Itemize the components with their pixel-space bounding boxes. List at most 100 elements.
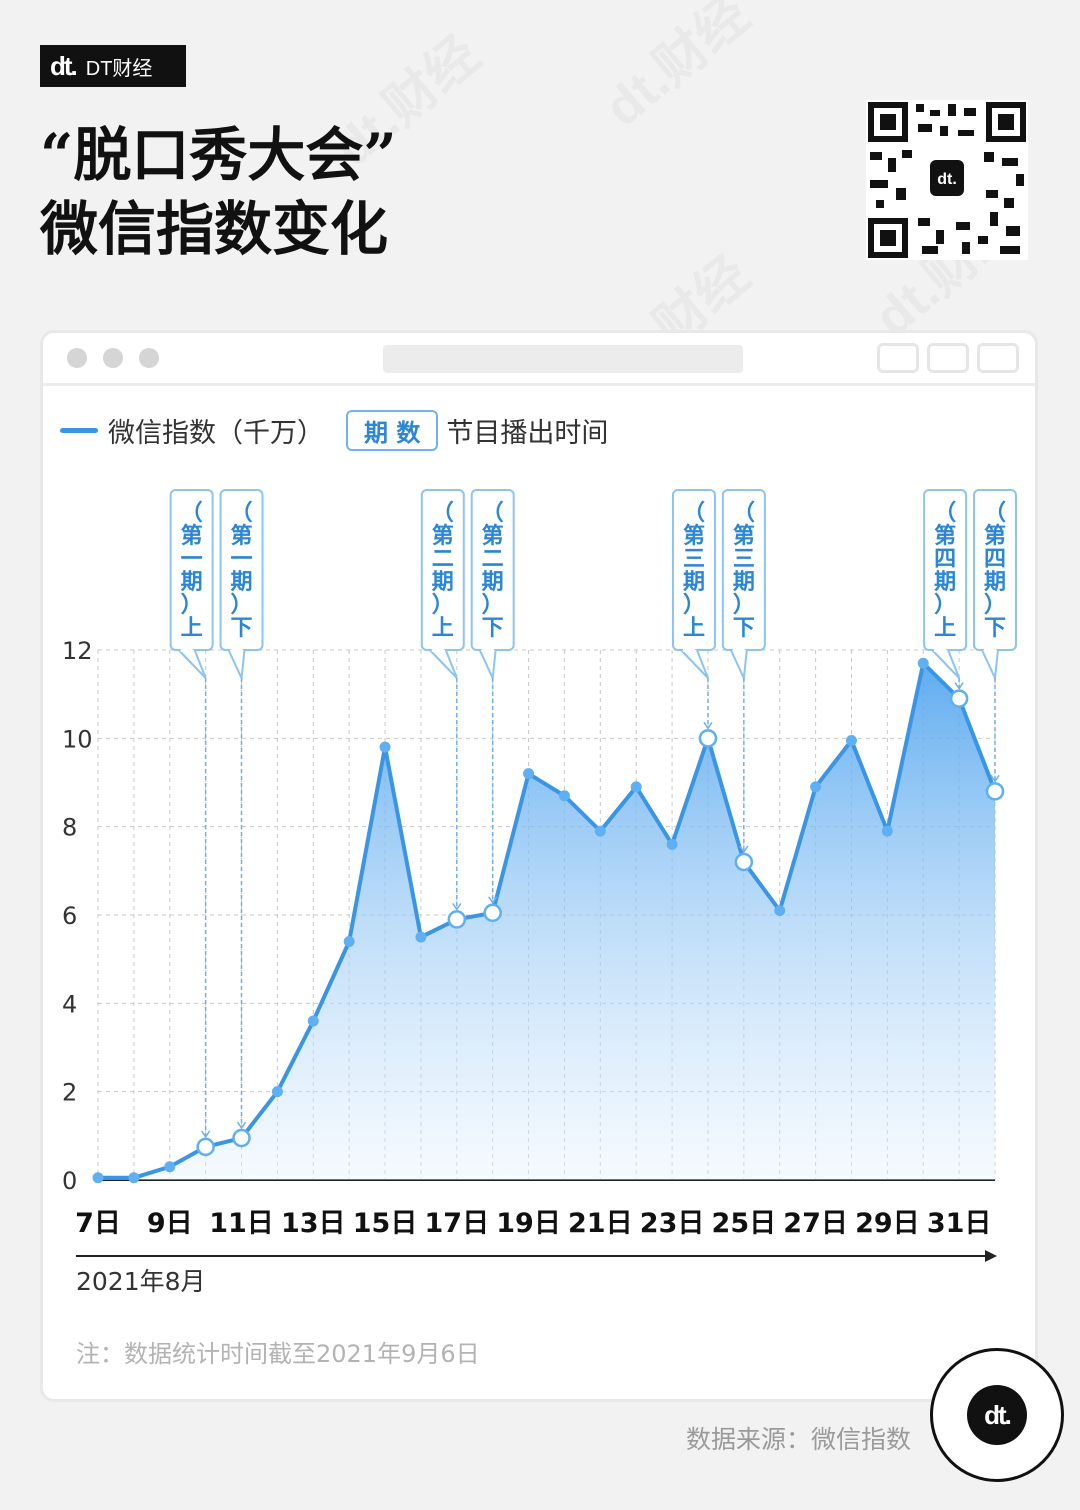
episode-callout-pointer xyxy=(227,649,246,682)
title-line-1: “脱口秀大会” xyxy=(40,121,397,189)
x-tick-label: 29日 xyxy=(855,1208,920,1239)
episode-callout-char: 上 xyxy=(181,616,203,641)
data-point xyxy=(307,1015,319,1027)
episode-guide-arrow xyxy=(954,682,964,690)
episode-callout-char: 三 xyxy=(733,547,755,572)
legend-episode-desc: 节目播出时间 xyxy=(446,418,609,449)
episode-callout-char: ） xyxy=(934,593,956,618)
episode-callout-char: ） xyxy=(231,593,253,618)
episode-callout-char: （ xyxy=(934,501,956,526)
footnote: 注：数据统计时间截至2021年9月6日 xyxy=(76,1340,480,1368)
y-tick-label: 10 xyxy=(62,725,93,753)
episode-callout-pointer xyxy=(478,649,497,682)
episode-callout-pointer xyxy=(981,649,999,682)
episode-callout: （第二期）下 xyxy=(470,489,515,905)
episode-callout-pointer xyxy=(680,649,709,679)
minimize-icon xyxy=(103,348,123,368)
data-point xyxy=(881,825,893,837)
episode-guide-arrow xyxy=(990,774,1000,783)
episode-point xyxy=(949,689,969,708)
series-area xyxy=(98,663,995,1180)
address-bar xyxy=(383,345,743,373)
episode-point xyxy=(196,1137,215,1157)
data-point xyxy=(128,1172,140,1184)
episode-callout: （第四期）上 xyxy=(923,489,968,690)
x-axis-title: 2021年8月 xyxy=(76,1267,206,1296)
record-icon xyxy=(877,343,919,373)
data-point xyxy=(558,790,570,802)
episode-callout: （第一期）上 xyxy=(169,489,214,1139)
episode-callout-char: 期 xyxy=(733,570,755,595)
episode-callout-char: 第 xyxy=(432,523,454,549)
data-point xyxy=(630,781,642,793)
episode-callout-gap xyxy=(230,648,243,652)
episode-callout-char: ） xyxy=(432,593,454,618)
badge-mark: dt. xyxy=(967,1385,1027,1445)
episode-callout-char: 四 xyxy=(984,547,1006,572)
data-point xyxy=(523,768,535,780)
episode-callout-gap xyxy=(682,648,695,652)
data-point xyxy=(666,838,678,850)
data-point xyxy=(774,905,786,917)
episode-callout-char: 二 xyxy=(432,547,454,572)
logo-mark: dt. xyxy=(50,50,78,81)
window-titlebar xyxy=(43,333,1035,386)
episode-callout-char: （ xyxy=(482,501,504,526)
x-tick-label: 23日 xyxy=(640,1208,705,1239)
episode-point xyxy=(232,1128,251,1148)
data-point xyxy=(164,1161,176,1173)
episode-callout-char: 期 xyxy=(482,570,504,595)
episode-callout-char: 期 xyxy=(683,570,705,595)
episode-point xyxy=(698,729,718,748)
episode-callout: （第四期）下 xyxy=(973,489,1017,783)
brand-badge: dt. xyxy=(930,1348,1064,1482)
logo-text: DT财经 xyxy=(85,57,153,80)
y-tick-label: 8 xyxy=(62,814,77,842)
episode-callout-char: ） xyxy=(733,593,755,618)
episode-callout-char: （ xyxy=(984,501,1006,526)
svg-text:dt.: dt. xyxy=(937,171,957,188)
episode-callout: （第三期）下 xyxy=(721,489,766,854)
episode-callout-char: 期 xyxy=(231,570,253,595)
episode-callout-char: 一 xyxy=(231,547,253,572)
x-tick-label: 9日 xyxy=(147,1208,193,1239)
x-tick-label: 13日 xyxy=(281,1208,346,1239)
data-point xyxy=(845,735,857,747)
episode-callout-char: 四 xyxy=(934,547,956,572)
episode-callout-gap xyxy=(984,648,996,652)
x-tick-label: 19日 xyxy=(496,1208,561,1239)
episode-callout-char: 第 xyxy=(231,523,253,549)
data-point xyxy=(271,1086,283,1098)
episode-callout-char: （ xyxy=(733,501,755,526)
x-tick-label: 27日 xyxy=(783,1208,848,1239)
episode-callout-char: 第 xyxy=(482,523,504,549)
data-point xyxy=(92,1172,104,1184)
episode-guide-arrow xyxy=(488,896,498,905)
x-tick-label: 15日 xyxy=(353,1208,418,1239)
data-point xyxy=(379,741,391,753)
episode-callout-char: 二 xyxy=(482,547,504,572)
data-point xyxy=(594,825,606,837)
episode-callout-char: ） xyxy=(683,593,705,618)
episode-point xyxy=(483,903,502,923)
qr-code: dt. xyxy=(866,100,1028,260)
episode-callout-gap xyxy=(481,648,494,652)
share-icon xyxy=(927,343,969,373)
data-source: 数据来源：微信指数 xyxy=(686,1425,912,1454)
episode-point xyxy=(447,910,467,929)
legend-series-label: 微信指数（千万） xyxy=(108,418,324,449)
page-title: “脱口秀大会” 微信指数变化 xyxy=(40,118,397,266)
x-tick-label: 25日 xyxy=(712,1208,777,1239)
x-tick-label: 11日 xyxy=(209,1208,274,1239)
data-point xyxy=(415,931,427,943)
episode-callout-gap xyxy=(934,648,947,652)
episode-callout-gap xyxy=(431,648,444,652)
episode-callout-char: （ xyxy=(432,501,454,526)
chart-legend: 微信指数（千万） 期 数 节目播出时间 xyxy=(60,410,608,451)
episode-callout-char: 第 xyxy=(984,523,1006,549)
episode-point xyxy=(985,782,1005,801)
episode-guide-arrow xyxy=(452,903,462,911)
episode-guide-arrow xyxy=(703,721,713,730)
episode-guide-arrow xyxy=(739,845,749,854)
episode-callout-char: 下 xyxy=(733,616,755,641)
